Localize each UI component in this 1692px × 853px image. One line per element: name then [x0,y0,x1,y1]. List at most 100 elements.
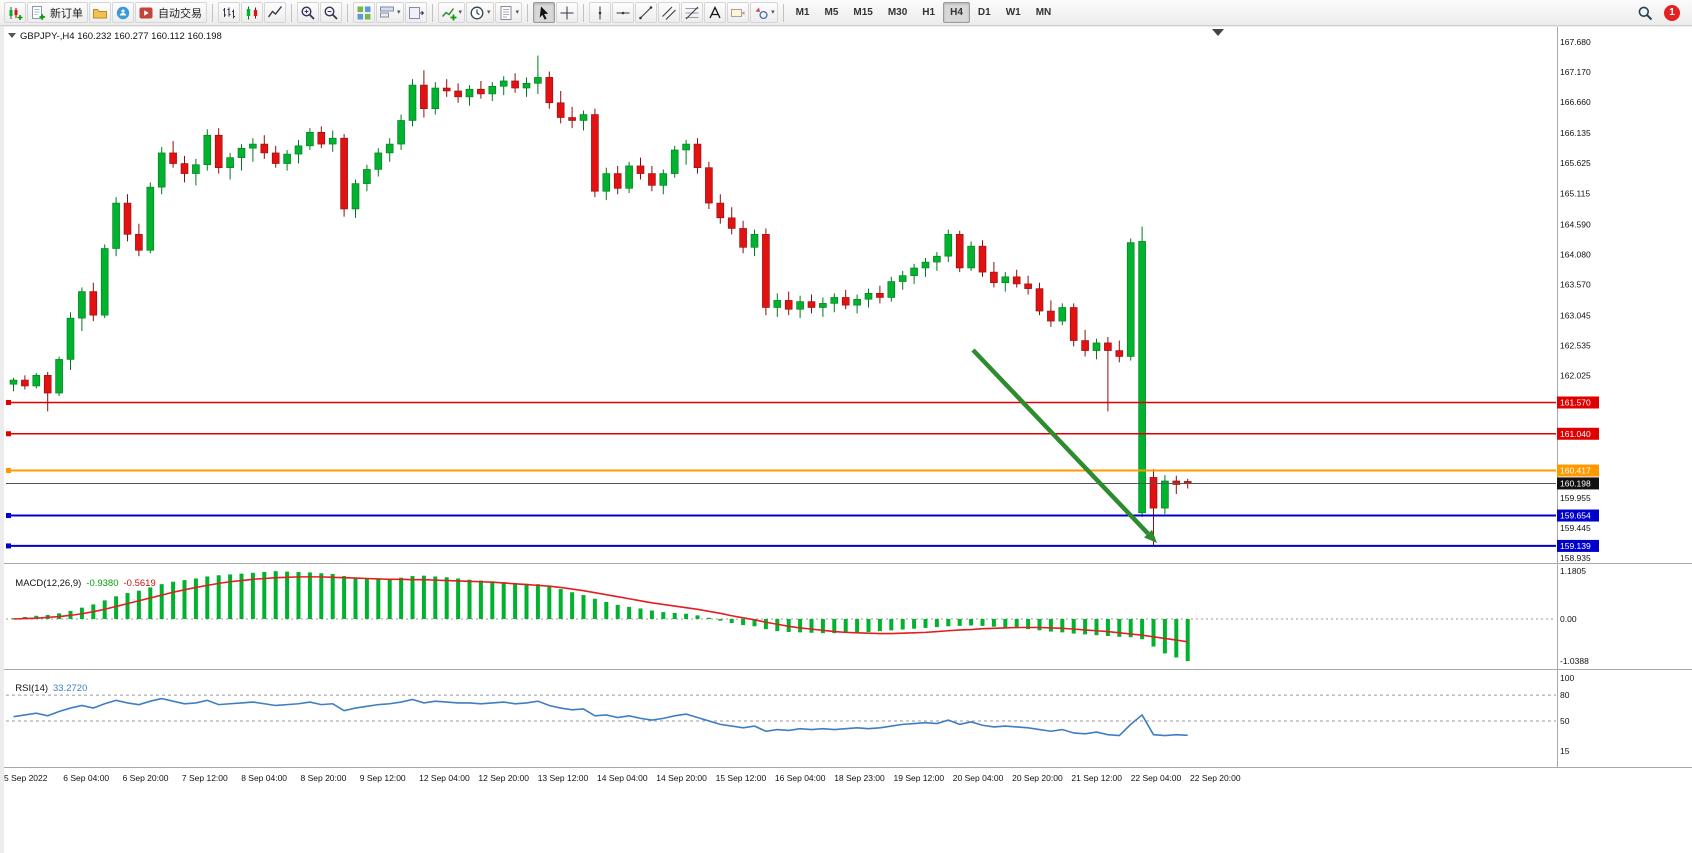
horizontal-line-button[interactable] [612,2,635,23]
price-axis-label: 163.570 [1560,279,1591,289]
toolbar-separator [212,3,213,22]
time-axis-label: 20 Sep 04:00 [953,773,1004,783]
zoomin-icon [301,5,315,20]
search-button[interactable] [1634,2,1656,23]
time-axis-label: 9 Sep 12:00 [360,773,406,783]
pivot-line-handle[interactable] [6,468,11,474]
candle [420,70,428,118]
candle [192,158,200,186]
periods-button[interactable]: ▾ [466,2,494,23]
vertical-line-button[interactable] [589,2,612,23]
notification-badge[interactable]: 1 [1664,4,1680,21]
candle [670,145,679,178]
candle [294,139,303,164]
candle [283,149,291,171]
candle [306,128,314,150]
neworder-icon [32,5,45,20]
auto-trading-button[interactable]: 自动交易 [135,2,207,23]
text-label-button[interactable] [727,2,750,23]
candle [328,130,337,152]
rsi-value: 33.2720 [53,683,88,694]
line-chart-button[interactable] [264,2,286,23]
resistance-line-1-handle[interactable] [6,399,11,405]
candle [249,138,257,162]
fibonacci-button[interactable] [681,2,704,23]
tile-windows-button[interactable] [353,2,375,23]
bar-chart-button[interactable] [218,2,240,23]
candle [112,197,120,257]
toolbar-separator [431,3,433,22]
price-axis-label: 165.115 [1560,188,1590,198]
rsi-axis-label: 100 [1560,673,1574,683]
candle [157,147,166,195]
timeframe-h4-button[interactable]: H4 [943,2,970,23]
chart-title: GBPJPY-,H4 160.232 160.277 160.112 160.1… [20,31,222,42]
candle [55,356,63,396]
candle [21,375,29,390]
time-axis-label: 13 Sep 12:00 [538,773,589,783]
timeframe-m1-button[interactable]: M1 [789,2,817,23]
timeframe-m30-button[interactable]: M30 [881,2,914,23]
trend-arrow-annotation[interactable] [971,348,1157,543]
chart-shift-button[interactable] [404,2,427,23]
pivot-line-price-badge: 160.417 [1557,464,1599,477]
candle [944,229,953,263]
chart-profiles-button[interactable] [89,2,111,23]
timeframe-h1-button-label: H1 [922,7,936,18]
candle [1001,272,1010,292]
time-axis-label: 19 Sep 12:00 [894,773,945,783]
price-axis-label: 159.955 [1560,493,1591,503]
timeframe-d1-button[interactable]: D1 [971,2,998,23]
zoom-out-button[interactable] [320,2,342,23]
candle [648,165,656,192]
candle [488,82,497,101]
timeframe-w1-button[interactable]: W1 [999,2,1028,23]
candle [454,83,462,103]
timeframe-m5-button[interactable]: M5 [817,2,845,23]
support-line-2-handle[interactable] [6,543,11,549]
arrows-button[interactable]: ▾ [750,2,778,23]
candle [100,244,109,319]
indicators-button[interactable]: ▾ [437,2,466,23]
candle [351,179,360,218]
chart-shift-marker[interactable] [1212,29,1224,36]
timeframe-h1-button[interactable]: H1 [915,2,942,23]
time-axis-label: 22 Sep 04:00 [1131,773,1182,783]
svg-text:161.570: 161.570 [1560,398,1591,408]
one-click-trading-arrow-icon[interactable] [8,33,16,38]
candle [602,167,611,201]
templates-button[interactable]: ▾ [494,2,523,23]
crosshair-button[interactable] [556,2,579,23]
candlestick-chart-button[interactable] [241,2,263,23]
time-axis-label: 20 Sep 20:00 [1012,773,1063,783]
cursor-button[interactable] [533,2,556,23]
timeframe-mn-button[interactable]: MN [1029,2,1059,23]
community-button[interactable] [112,2,134,23]
candle [1024,275,1032,295]
new-order-button[interactable]: 新订单 [27,2,88,23]
price-axis-label: 166.135 [1560,128,1591,138]
price-axis-label: 164.590 [1560,219,1591,229]
candle [260,135,269,159]
candle [853,294,861,314]
timeframe-m15-button[interactable]: M15 [846,2,879,23]
crosshair-icon [560,6,574,19]
resistance-line-2-handle[interactable] [6,431,11,437]
zoom-in-button[interactable] [297,2,319,23]
text-button[interactable] [704,2,727,23]
autotrade-icon [139,7,153,18]
candle [1047,300,1055,327]
support-line-1-handle[interactable] [6,513,11,519]
candle [773,293,782,317]
channel-button[interactable] [658,2,681,23]
new-chart-button[interactable] [4,2,26,23]
svg-text:159.139: 159.139 [1560,541,1591,551]
candle [1138,226,1146,517]
svg-text:160.417: 160.417 [1560,466,1591,476]
candle [317,126,326,149]
price-axis-label: 167.680 [1560,37,1591,47]
trendline-button[interactable] [635,2,658,23]
auto-arrange-button[interactable]: ▾ [376,2,404,23]
timeframe-m5-button-label: M5 [824,7,839,18]
